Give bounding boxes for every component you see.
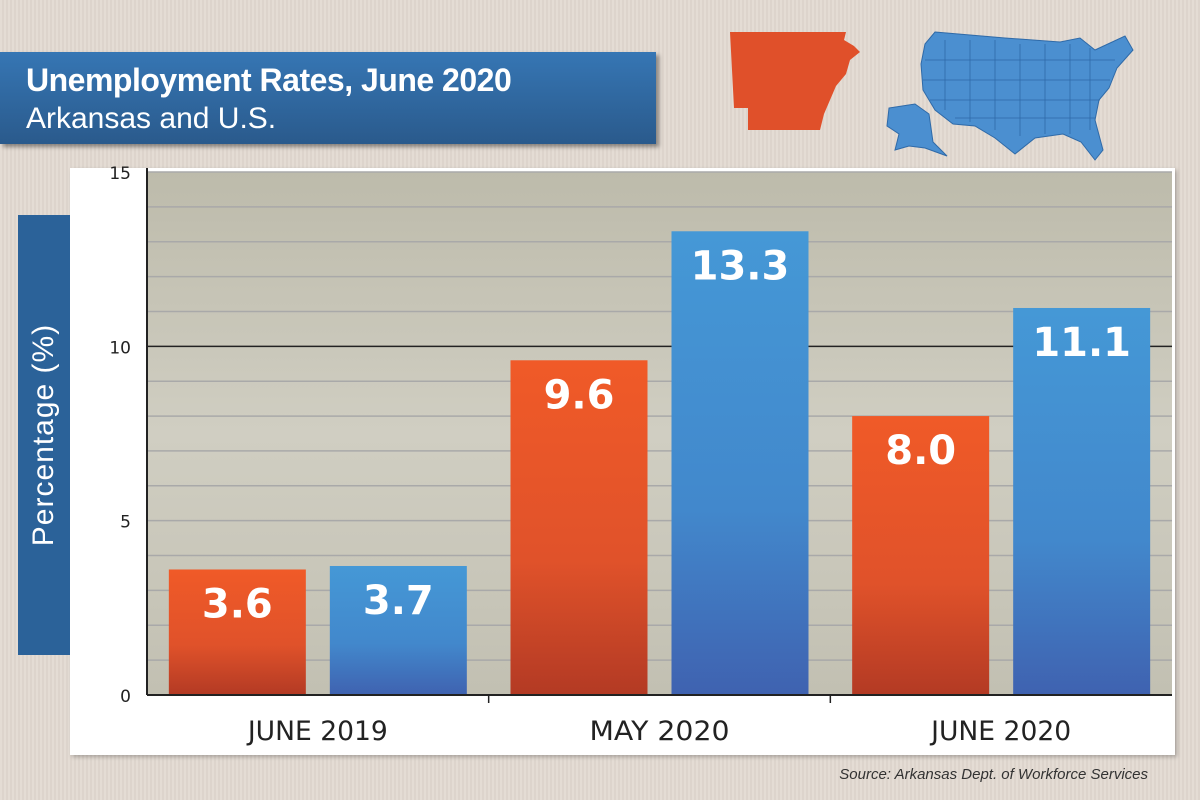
source-note: Source: Arkansas Dept. of Workforce Serv…	[839, 766, 1148, 783]
plot-area	[147, 172, 1172, 695]
title-banner: Unemployment Rates, June 2020 Arkansas a…	[0, 52, 656, 144]
chart-subtitle: Arkansas and U.S.	[26, 102, 277, 135]
data-label: 13.3	[691, 243, 790, 289]
x-tick-label: JUNE 2019	[246, 716, 388, 747]
x-tick-label: MAY 2020	[590, 716, 730, 747]
y-tick-label: 5	[120, 513, 131, 533]
data-label: 8.0	[885, 428, 956, 474]
data-label: 9.6	[544, 372, 615, 418]
y-tick-label: 0	[120, 687, 131, 707]
data-label: 3.7	[363, 578, 434, 624]
bar-arkansas	[168, 569, 306, 695]
us-map-icon	[886, 31, 1134, 161]
y-axis-label-box	[18, 215, 70, 655]
bar-us	[329, 565, 467, 695]
data-label: 3.6	[202, 581, 273, 627]
x-tick-label: JUNE 2020	[929, 716, 1071, 747]
bar-us	[1013, 307, 1151, 695]
bar-us	[671, 231, 809, 696]
data-label: 11.1	[1032, 320, 1131, 366]
arkansas-state-map-icon	[730, 32, 860, 130]
bar-arkansas	[510, 360, 648, 695]
y-tick-label: 15	[109, 164, 131, 184]
y-tick-label: 10	[109, 338, 131, 358]
bar-arkansas	[852, 416, 990, 695]
chart-title: Unemployment Rates, June 2020	[26, 62, 512, 98]
